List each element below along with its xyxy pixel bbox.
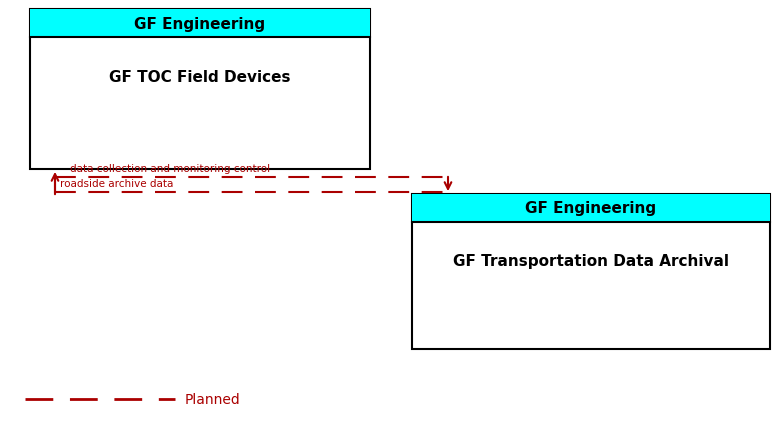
Text: GF Engineering: GF Engineering — [525, 201, 657, 216]
Bar — [30, 10, 370, 38]
Text: GF Transportation Data Archival: GF Transportation Data Archival — [453, 253, 729, 268]
Text: data collection and monitoring control: data collection and monitoring control — [70, 164, 270, 174]
Text: roadside archive data: roadside archive data — [60, 178, 173, 189]
Bar — [30, 10, 370, 169]
Text: Planned: Planned — [185, 392, 240, 406]
Text: GF Engineering: GF Engineering — [135, 16, 265, 31]
Bar — [412, 194, 770, 349]
Text: GF TOC Field Devices: GF TOC Field Devices — [110, 70, 290, 85]
Bar — [412, 194, 770, 222]
